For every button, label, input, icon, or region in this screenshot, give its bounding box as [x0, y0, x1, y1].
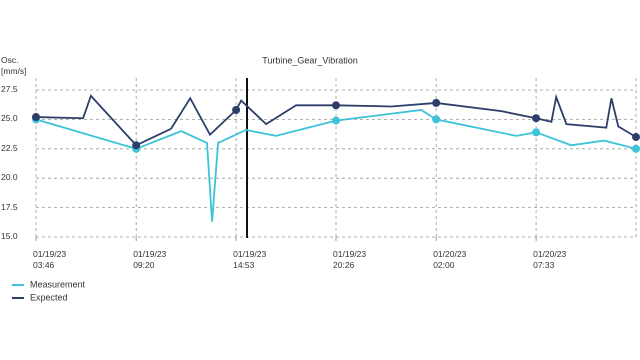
x-tick-label: 01/19/23 14:53 — [233, 249, 267, 270]
legend-label: Expected — [30, 292, 68, 302]
chart-title: Turbine_Gear_Vibration — [262, 55, 358, 65]
x-tick-label: 01/20/23 07:33 — [533, 249, 567, 270]
data-point — [132, 141, 141, 150]
data-point — [632, 144, 640, 153]
data-point — [332, 101, 340, 110]
data-point — [32, 113, 40, 122]
data-point — [532, 114, 541, 123]
data-point — [432, 115, 441, 124]
legend-label: Measurement — [30, 279, 86, 289]
y-tick-label: 27.5 — [1, 84, 18, 94]
x-tick-label: 01/19/23 03:46 — [33, 249, 67, 270]
y-tick-label: 15.0 — [1, 231, 18, 241]
x-tick-label: 01/19/23 09:20 — [133, 249, 167, 270]
y-tick-label: 25.0 — [1, 113, 18, 124]
data-point — [332, 116, 340, 125]
data-point — [532, 128, 541, 137]
data-point — [432, 98, 441, 107]
x-tick-label: 01/20/23 02:00 — [433, 249, 467, 270]
y-tick-label: 22.5 — [1, 142, 18, 153]
x-tick-label: 01/19/23 20:26 — [333, 249, 367, 270]
data-point — [232, 105, 241, 114]
data-point — [632, 133, 640, 142]
y-axis-label: Osc. [mm/s] — [1, 55, 27, 76]
y-tick-label: 20.0 — [1, 172, 18, 183]
y-tick-label: 17.5 — [1, 201, 18, 212]
series-line — [35, 109, 637, 222]
